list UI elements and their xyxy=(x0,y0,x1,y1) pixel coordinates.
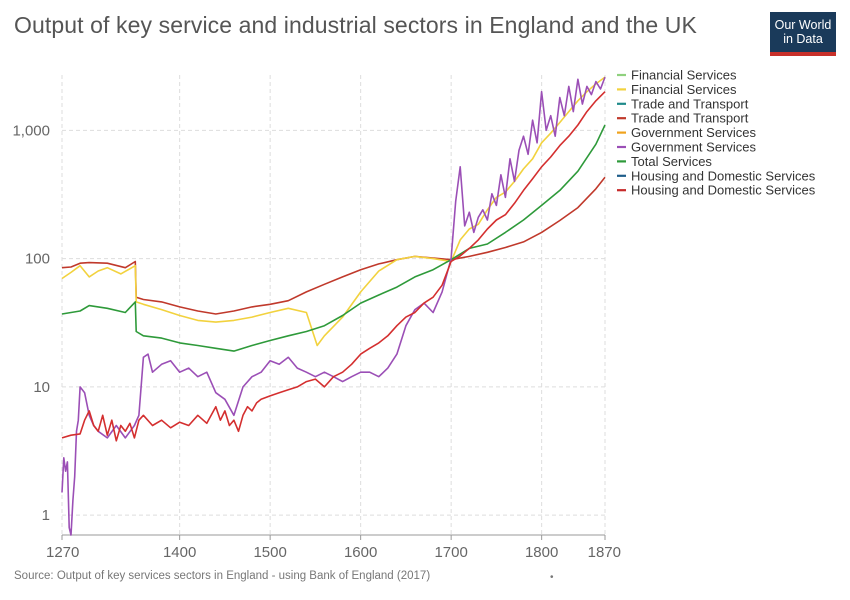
legend-item[interactable]: Trade and Transport xyxy=(617,111,749,126)
legend-label: Government Services xyxy=(631,140,756,155)
legend-label: Trade and Transport xyxy=(631,96,749,111)
series-line-0[interactable] xyxy=(61,176,606,315)
legend-label: Housing and Domestic Services xyxy=(631,183,816,198)
x-tick-label: 1700 xyxy=(434,544,467,561)
legend-label: Housing and Domestic Services xyxy=(631,168,816,183)
y-tick-label: 1,000 xyxy=(12,122,50,139)
x-tick-label: 1600 xyxy=(344,544,377,561)
legend-label: Government Services xyxy=(631,125,756,140)
source-note: Source: Output of key services sectors i… xyxy=(14,570,431,582)
legend-item[interactable]: Housing and Domestic Services xyxy=(617,168,816,183)
y-tick-label: 100 xyxy=(25,251,50,268)
y-tick-label: 1 xyxy=(42,507,50,524)
y-tick-label: 10 xyxy=(33,379,50,396)
x-tick-label: 1870 xyxy=(588,544,621,561)
legend-label: Trade and Transport xyxy=(631,111,749,126)
legend-item[interactable]: Housing and Domestic Services xyxy=(617,183,816,198)
legend-label: Financial Services xyxy=(631,68,737,83)
x-axis-ticks: 1270 1400 1500 1600 1700 1800 1870 xyxy=(46,534,621,561)
y-axis-ticks: 1 10 100 1,000 xyxy=(12,122,50,524)
logo-line-2: in Data xyxy=(783,32,823,46)
legend-item[interactable]: Total Services xyxy=(617,154,712,169)
legend-item[interactable]: Government Services xyxy=(617,125,756,140)
legend-item[interactable]: Government Services xyxy=(617,140,756,155)
series-lines xyxy=(61,76,606,536)
chart-title: Output of key service and industrial sec… xyxy=(14,12,697,38)
series-line-1[interactable] xyxy=(61,76,606,347)
series-line-3[interactable] xyxy=(61,76,606,536)
series-line-4[interactable] xyxy=(61,91,606,442)
footer-mark: • xyxy=(550,572,554,583)
legend-label: Financial Services xyxy=(631,82,737,97)
legend-item[interactable]: Financial Services xyxy=(617,82,737,97)
x-tick-label: 1270 xyxy=(46,544,79,561)
x-tick-label: 1500 xyxy=(253,544,286,561)
x-tick-label: 1800 xyxy=(525,544,558,561)
x-tick-label: 1400 xyxy=(163,544,196,561)
legend-item[interactable]: Trade and Transport xyxy=(617,96,749,111)
logo-line-1: Our World xyxy=(774,18,832,32)
owid-logo[interactable]: Our World in Data xyxy=(770,12,836,56)
series-line-2[interactable] xyxy=(61,124,606,352)
legend-item[interactable]: Financial Services xyxy=(617,68,737,83)
legend-label: Total Services xyxy=(631,154,712,169)
